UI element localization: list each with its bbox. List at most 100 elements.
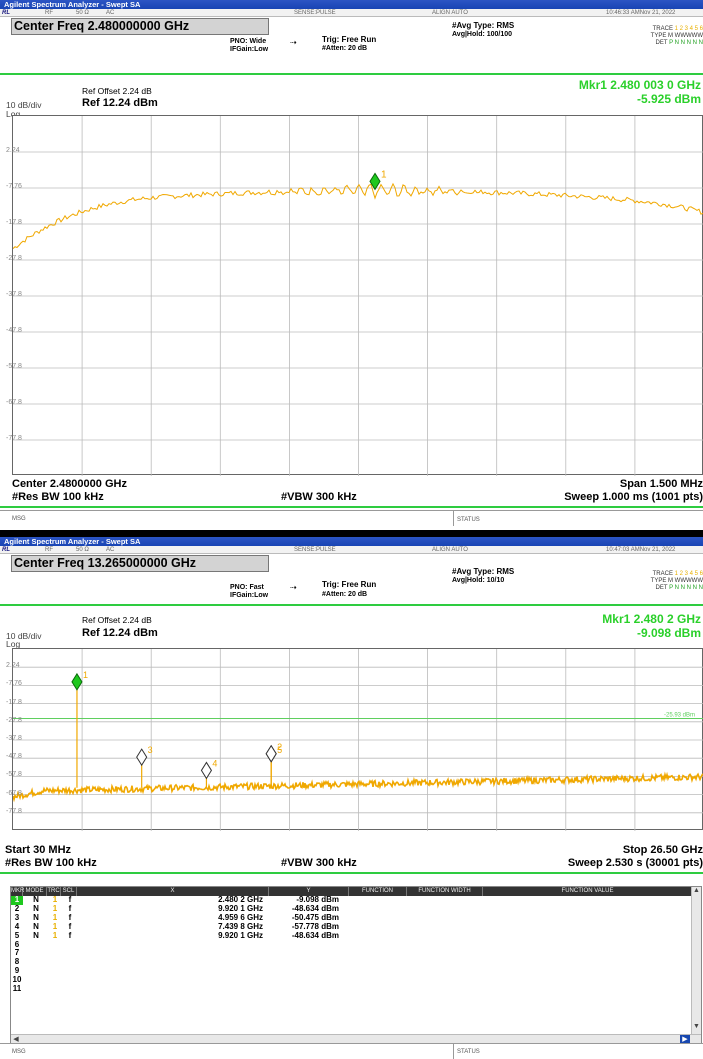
marker-label: 5 <box>277 745 282 755</box>
separator-line <box>0 506 703 508</box>
table-header-cell: TRC <box>47 887 61 896</box>
table-row[interactable]: 11 <box>11 984 701 994</box>
table-cell: 2.480 2 GHz <box>218 895 263 904</box>
impedance-indicator: 50 Ω <box>76 547 89 553</box>
table-header-cell: FUNCTION WIDTH <box>407 887 483 896</box>
table-cell: 9.920 1 GHz <box>218 903 263 913</box>
table-cell: 1 <box>52 921 58 931</box>
horizontal-scrollbar[interactable]: ◀ ▶ <box>11 1034 701 1043</box>
msg-label: MSG <box>12 1049 26 1055</box>
y-tick-label: -37.8 <box>6 735 22 742</box>
y-tick-label: -7.76 <box>6 183 22 190</box>
table-cell: N <box>33 895 39 904</box>
rf-indicator: RF <box>45 10 53 16</box>
table-row[interactable]: 4 N 1 f 7.439 8 GHz -57.778 dBm <box>11 921 701 932</box>
scroll-left-icon[interactable]: ◀ <box>13 1036 19 1043</box>
table-cell: 5 <box>14 930 20 940</box>
message-bar: MSG STATUS <box>0 1043 703 1059</box>
table-row[interactable]: 5 N 1 f 9.920 1 GHz -48.634 dBm <box>11 930 701 941</box>
table-cell: -9.098 dBm <box>296 895 339 904</box>
table-row[interactable]: 9 <box>11 966 701 976</box>
marker-1 <box>369 172 381 191</box>
table-cell: -48.634 dBm <box>291 930 339 940</box>
table-header-cell: SCL <box>61 887 77 896</box>
pno-setting: PNO: Wide <box>230 38 267 45</box>
scroll-down-icon[interactable]: ▼ <box>693 1023 700 1030</box>
align-indicator: ALIGN AUTO <box>432 547 468 553</box>
vbw-readout: #VBW 300 kHz <box>281 857 357 869</box>
table-row[interactable]: 7 <box>11 948 701 958</box>
atten-setting: #Atten: 20 dB <box>322 45 368 52</box>
spectrum-plot-2[interactable]: -25.93 dBm 1 3 4 2 5 <box>12 648 703 831</box>
separator-line <box>0 604 703 606</box>
coupling-indicator: AC <box>106 547 115 553</box>
marker-1-label: 1 <box>381 169 387 180</box>
y-tick-label: -27.8 <box>6 255 22 262</box>
scroll-up-icon[interactable]: ▲ <box>693 887 700 894</box>
table-cell: N <box>33 930 39 940</box>
table-cell: 11 <box>12 984 22 993</box>
coupling-indicator: AC <box>106 10 115 16</box>
sense-indicator: SENSE:PULSE <box>294 547 336 553</box>
center-freq-field[interactable]: Center Freq 13.265000000 GHz <box>11 555 269 572</box>
y-tick-label: -7.76 <box>6 680 22 688</box>
window-title-bar: Agilent Spectrum Analyzer - Swept SA <box>0 537 703 546</box>
table-cell: 4.959 6 GHz <box>218 912 263 922</box>
y-tick-label: -47.8 <box>6 327 22 334</box>
y-tick-label: -57.8 <box>6 363 22 370</box>
xmode-indicator: RL <box>2 547 10 553</box>
type-label: TYPE <box>650 578 667 584</box>
plot-svg-1: 1 <box>12 116 703 476</box>
trace-label: TRACE <box>652 571 673 577</box>
table-row[interactable]: 2 N 1 f 9.920 1 GHz -48.634 dBm <box>11 903 701 914</box>
scale-per-div: 10 dB/div <box>6 631 42 641</box>
trigger-arrow-icon: ⇢ <box>290 38 297 47</box>
type-label: TYPE <box>650 33 667 39</box>
avg-hold-setting: Avg|Hold: 10/10 <box>452 577 505 584</box>
scroll-right-icon[interactable]: ▶ <box>680 1035 690 1043</box>
status-label: STATUS <box>453 511 480 526</box>
table-cell: f <box>68 912 72 922</box>
marker-table-header: MKR MODE TRC SCL X Y FUNCTION FUNCTION WIDTH FUN… <box>11 887 701 896</box>
table-cell: 9 <box>14 966 20 976</box>
stop-freq-readout: Stop 26.50 GHz <box>622 844 703 856</box>
vertical-scrollbar[interactable]: ▲ ▼ <box>691 887 701 1043</box>
status-strip: RL RF 50 Ω AC SENSE:PULSE ALIGN AUTO 10:… <box>0 9 703 17</box>
table-cell: -48.634 dBm <box>291 903 339 913</box>
table-header-cell: Y <box>269 887 349 896</box>
avg-type-setting: #Avg Type: RMS <box>452 567 515 576</box>
marker-label: 2 <box>277 742 282 752</box>
separator-line <box>0 872 703 874</box>
marker-label: 1 <box>83 670 88 680</box>
table-cell: 1 <box>11 895 23 905</box>
sweep-readout: Sweep 2.530 s (30001 pts) <box>567 857 703 869</box>
table-cell: -57.778 dBm <box>291 921 339 931</box>
marker-table[interactable]: MKR MODE TRC SCL X Y FUNCTION FUNCTION WIDTH FUN… <box>10 886 702 1044</box>
table-cell: 3 <box>14 912 20 922</box>
table-cell: 7 <box>14 948 20 958</box>
msg-label: MSG <box>12 516 26 522</box>
y-tick-label: -17.8 <box>6 219 22 226</box>
window-title-bar: Agilent Spectrum Analyzer - Swept SA <box>0 0 703 9</box>
table-row[interactable]: 1 N 1 f 2.480 2 GHz -9.098 dBm <box>11 895 701 905</box>
plot-svg-2: -25.93 dBm 1 3 4 25 <box>12 649 703 831</box>
det-values: P N N N N N <box>669 40 703 46</box>
table-row[interactable]: 3 N 1 f 4.959 6 GHz -50.475 dBm <box>11 912 701 923</box>
sense-indicator: SENSE:PULSE <box>294 10 336 16</box>
marker-amp-readout: -9.098 dBm <box>636 626 701 640</box>
y-tick-label: -67.8 <box>6 399 22 406</box>
ifgain-setting: IFGain:Low <box>230 46 269 53</box>
table-cell: 8 <box>14 957 20 967</box>
center-freq-field[interactable]: Center Freq 2.480000000 GHz <box>11 18 269 35</box>
marker-3 <box>200 761 213 780</box>
table-row[interactable]: 8 <box>11 957 701 967</box>
spectrum-window-1: Agilent Spectrum Analyzer - Swept SA RL … <box>0 0 703 526</box>
table-cell: 10 <box>12 975 22 985</box>
xmode-indicator: RL <box>2 10 10 16</box>
table-row[interactable]: 6 <box>11 940 701 950</box>
table-cell: 2 <box>14 903 20 913</box>
table-row[interactable]: 10 <box>11 975 701 985</box>
spectrum-plot-1[interactable]: 1 <box>12 115 703 476</box>
scale-per-div: 10 dB/div <box>6 100 42 110</box>
avg-hold-setting: Avg|Hold: 100/100 <box>452 31 513 38</box>
